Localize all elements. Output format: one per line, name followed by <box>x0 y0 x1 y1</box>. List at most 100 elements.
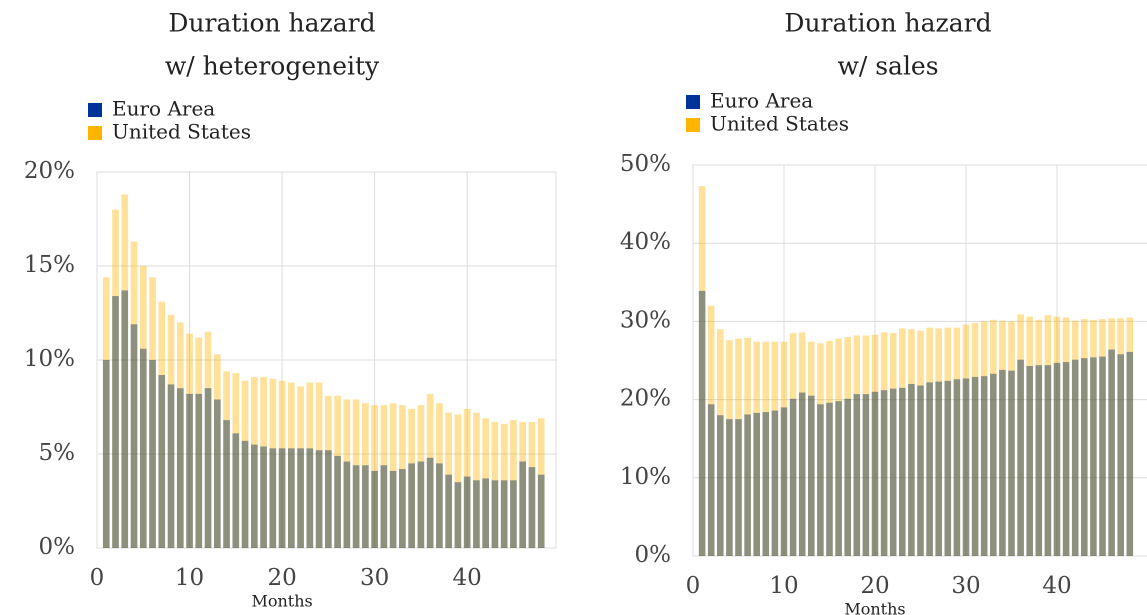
bar <box>250 444 258 548</box>
bar <box>853 394 861 556</box>
bar <box>204 388 212 548</box>
bar <box>1008 370 1015 556</box>
bar <box>297 448 304 548</box>
y-tick-label: 20% <box>620 386 671 412</box>
bar <box>176 388 184 548</box>
y-tick-label: 30% <box>620 307 671 333</box>
chart-title: Duration hazard <box>168 9 375 38</box>
bar <box>426 457 434 548</box>
bar <box>389 470 397 548</box>
bar <box>771 410 779 556</box>
bar <box>1053 362 1061 556</box>
bar <box>371 470 378 548</box>
bar <box>352 465 360 548</box>
bar <box>835 401 842 556</box>
bar <box>528 467 536 548</box>
bar <box>537 474 545 548</box>
bar <box>953 379 961 556</box>
bar <box>899 387 906 556</box>
bar <box>519 461 527 548</box>
bar <box>1099 356 1106 556</box>
bar <box>817 404 824 556</box>
bar <box>926 382 933 556</box>
x-tick-label: 40 <box>453 565 482 591</box>
bar <box>762 412 770 556</box>
bar <box>186 393 193 548</box>
bar <box>241 440 249 548</box>
legend-swatch <box>686 95 700 109</box>
bar <box>260 446 267 548</box>
bar <box>808 395 815 556</box>
bar <box>130 324 138 548</box>
bar <box>334 455 341 548</box>
bar <box>399 469 406 548</box>
y-tick-label: 10% <box>24 346 75 372</box>
y-tick-label: 0% <box>635 542 672 568</box>
bar <box>826 402 833 556</box>
bar <box>935 381 942 556</box>
bar <box>454 482 462 548</box>
legend-swatch <box>88 126 102 140</box>
chart-title: Duration hazard <box>784 9 991 38</box>
x-axis-label: Months <box>844 600 905 615</box>
x-tick-label: 40 <box>1042 573 1071 599</box>
bar <box>473 480 480 548</box>
bar <box>1035 365 1043 556</box>
bar <box>408 463 415 548</box>
bar <box>698 290 706 556</box>
x-tick-label: 30 <box>951 573 980 599</box>
x-tick-label: 10 <box>769 573 798 599</box>
y-tick-label: 0% <box>39 534 76 560</box>
bar <box>121 290 129 548</box>
bar <box>112 296 119 548</box>
legend-label: Euro Area <box>112 97 215 121</box>
x-tick-label: 30 <box>360 565 389 591</box>
bar <box>990 373 997 556</box>
x-tick-label: 0 <box>686 573 701 599</box>
bar <box>880 390 888 556</box>
legend-label: Euro Area <box>710 89 813 113</box>
chart-title: w/ heterogeneity <box>165 52 380 81</box>
bar <box>195 393 203 548</box>
bar <box>158 375 166 548</box>
bar <box>862 394 870 556</box>
bar <box>844 398 851 556</box>
bar <box>325 450 332 548</box>
bar <box>789 398 797 556</box>
bar <box>753 412 760 556</box>
legend-label: United States <box>112 120 251 144</box>
bar <box>871 391 879 556</box>
chart-title: w/ sales <box>837 52 938 81</box>
bar <box>1126 351 1134 556</box>
bar <box>445 474 452 548</box>
x-axis-label: Months <box>251 592 312 611</box>
bar <box>1108 349 1115 556</box>
x-tick-label: 20 <box>267 565 296 591</box>
bar <box>1026 365 1033 556</box>
bar <box>1081 358 1088 556</box>
bar <box>1071 359 1079 556</box>
legend-swatch <box>88 103 102 117</box>
bar <box>971 376 979 556</box>
bar <box>482 478 490 548</box>
x-tick-label: 0 <box>90 565 105 591</box>
bar <box>102 360 110 548</box>
plot: 0% 10% 20% 30% 40% 50% 0 10 20 30 40 Months Duration… <box>620 9 1147 615</box>
bar <box>278 448 286 548</box>
y-tick-label: 5% <box>39 440 76 466</box>
bar <box>417 461 425 548</box>
bar <box>744 414 751 556</box>
bar <box>908 383 915 556</box>
bar <box>139 348 147 548</box>
bar <box>213 399 221 548</box>
bar <box>306 448 314 548</box>
bar <box>491 480 499 548</box>
bar <box>315 450 323 548</box>
y-tick-label: 10% <box>620 464 671 490</box>
bar <box>288 448 295 548</box>
bar <box>1017 359 1024 556</box>
bar <box>510 480 517 548</box>
y-tick-label: 50% <box>620 151 671 177</box>
bar <box>167 384 175 548</box>
